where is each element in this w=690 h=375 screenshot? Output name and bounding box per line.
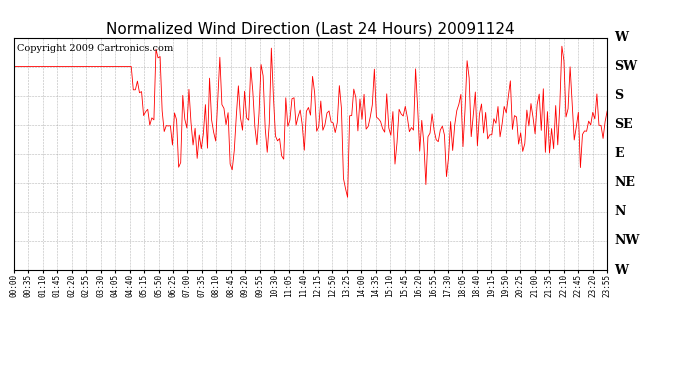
Text: SW: SW [614,60,638,73]
Text: E: E [614,147,624,160]
Text: W: W [614,31,628,44]
Text: S: S [614,89,623,102]
Text: N: N [614,206,626,218]
Title: Normalized Wind Direction (Last 24 Hours) 20091124: Normalized Wind Direction (Last 24 Hours… [106,21,515,36]
Text: W: W [614,264,628,276]
Text: NW: NW [614,234,640,248]
Text: SE: SE [614,118,633,131]
Text: NE: NE [614,176,635,189]
Text: Copyright 2009 Cartronics.com: Copyright 2009 Cartronics.com [17,45,173,54]
